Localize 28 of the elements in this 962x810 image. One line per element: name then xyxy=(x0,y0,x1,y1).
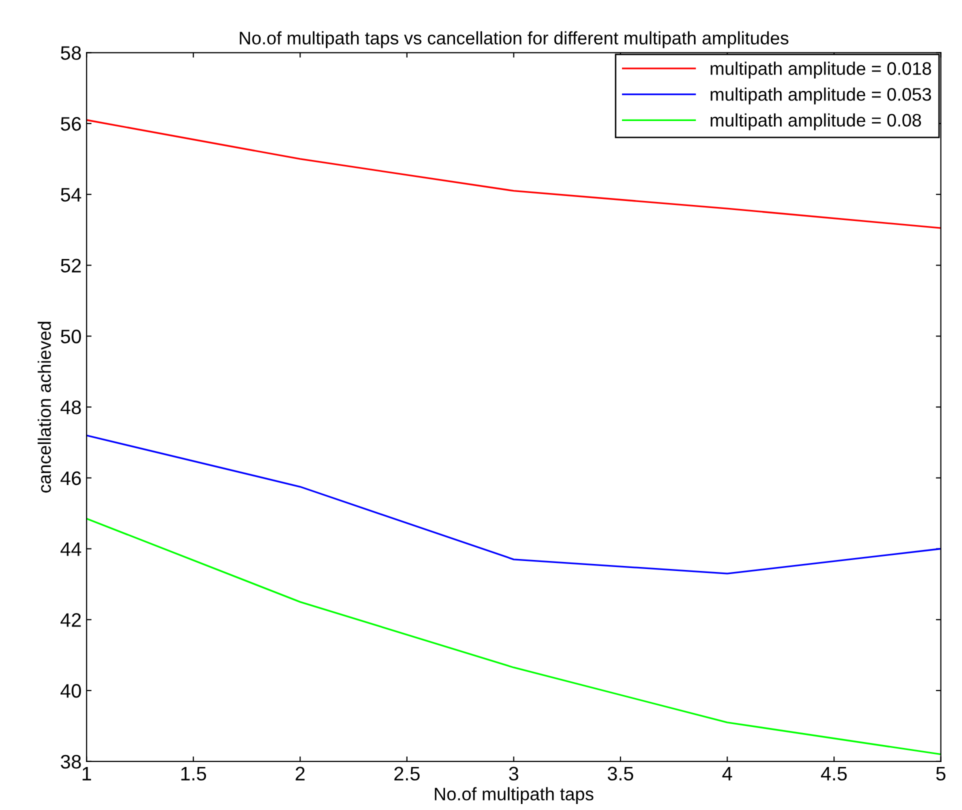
x-tick-label: 3.5 xyxy=(608,766,634,781)
y-tick-label: 44 xyxy=(60,542,82,556)
x-tick-label: 1 xyxy=(82,766,92,780)
y-tick-label: 50 xyxy=(60,330,81,344)
line-series xyxy=(86,518,941,756)
x-tick-label: 2 xyxy=(296,766,305,780)
legend-label: multipath amplitude = 0.018 xyxy=(710,62,932,79)
x-tick-label: 3 xyxy=(509,766,518,781)
y-tick-label: 54 xyxy=(60,188,82,202)
y-tick-label: 42 xyxy=(60,613,81,627)
y-tick-label: 52 xyxy=(60,258,81,273)
y-tick-label: 46 xyxy=(60,471,81,486)
x-tick-label: 1.5 xyxy=(181,766,206,781)
y-axis-title: cancellation achieved xyxy=(38,322,51,493)
x-axis-title: No.of multipath taps xyxy=(434,787,594,804)
x-tick-label: 4.5 xyxy=(820,766,847,781)
y-tick-label: 38 xyxy=(60,754,81,769)
line-series xyxy=(86,434,941,574)
y-tick-label: 58 xyxy=(60,46,81,60)
x-tick-label: 2.5 xyxy=(394,766,420,781)
x-tick-label: 4 xyxy=(722,766,732,780)
legend-label: multipath amplitude = 0.08 xyxy=(710,113,921,130)
x-tick-label: 5 xyxy=(936,766,946,781)
y-tick-label: 48 xyxy=(60,400,81,414)
y-tick-label: 56 xyxy=(60,116,81,131)
legend-label: multipath amplitude = 0.053 xyxy=(710,88,932,104)
chart-title: No.of multipath taps vs cancellation for different multipath amplitudes xyxy=(240,31,788,48)
y-tick-label: 40 xyxy=(60,684,81,698)
